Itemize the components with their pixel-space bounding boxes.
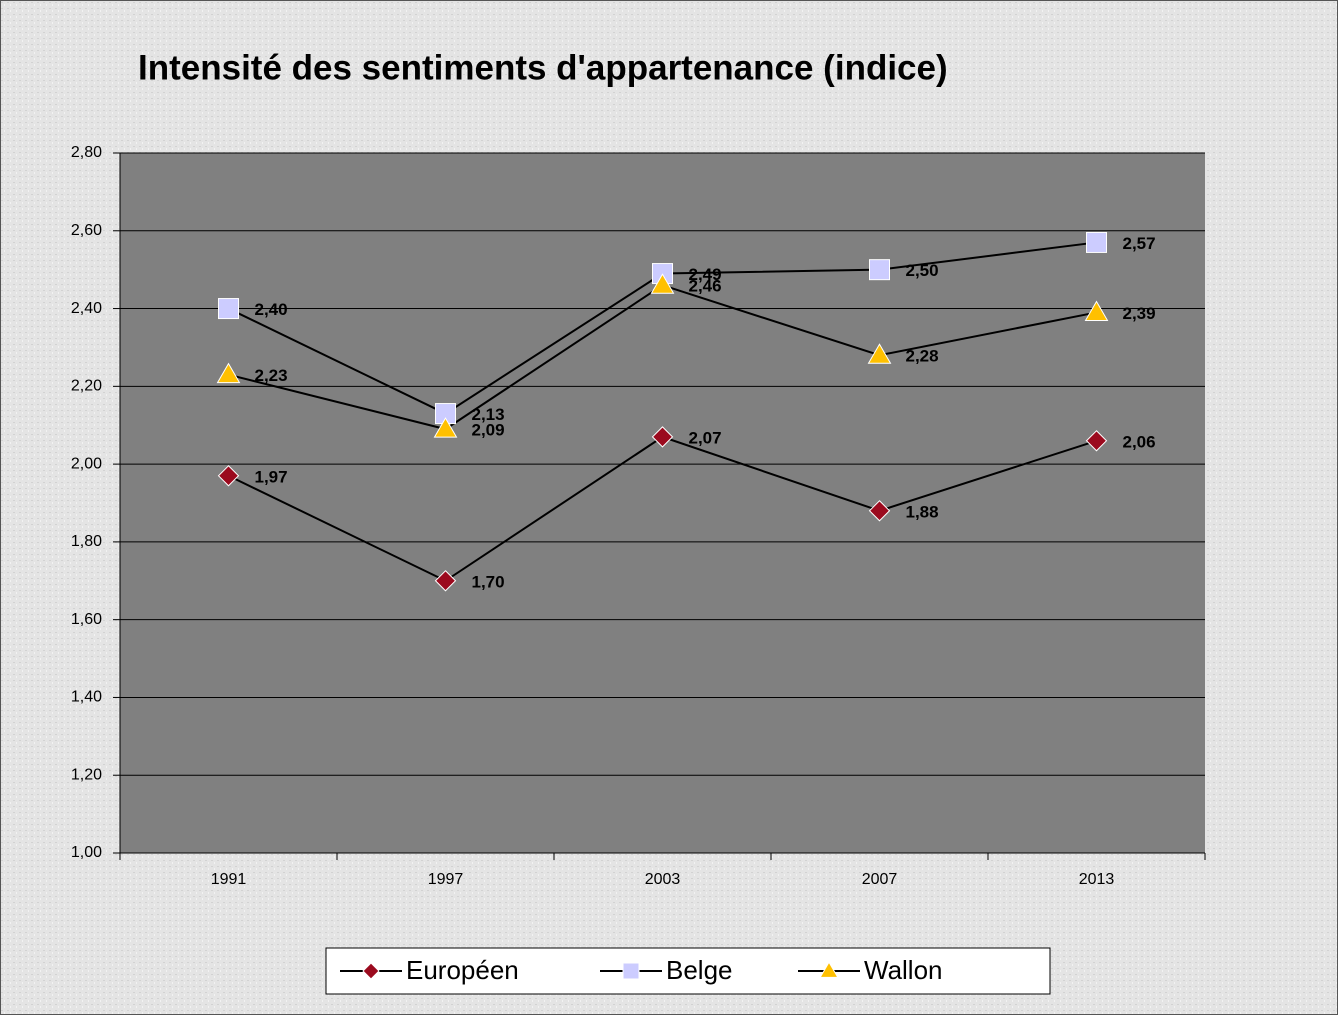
marker (869, 259, 890, 281)
data-label: 2,09 (472, 421, 505, 440)
data-label: 2,49 (689, 265, 722, 284)
marker (1084, 300, 1109, 321)
chart-title: Intensité des sentiments d'appartenance … (138, 48, 948, 87)
marker (622, 962, 640, 980)
y-tick-label: 2,60 (71, 222, 102, 239)
data-label: 2,07 (689, 428, 722, 447)
data-label: 2,39 (1123, 304, 1156, 323)
y-tick-label: 1,20 (71, 766, 102, 783)
y-tick-label: 1,40 (71, 689, 102, 706)
marker (868, 500, 891, 522)
legend-label: Wallon (864, 955, 943, 985)
data-label: 2,50 (906, 261, 939, 280)
marker (216, 362, 241, 384)
x-tick-label: 2013 (1079, 871, 1115, 888)
marker (1086, 231, 1107, 253)
x-tick-label: 2007 (862, 871, 898, 888)
marker (1085, 430, 1108, 452)
data-label: 1,97 (255, 467, 288, 486)
marker (434, 570, 457, 592)
data-label: 1,88 (906, 502, 939, 521)
y-tick-label: 2,40 (71, 300, 102, 317)
marker (650, 273, 675, 294)
y-tick-label: 2,20 (71, 378, 102, 395)
data-label: 2,46 (689, 277, 722, 296)
marker (651, 426, 674, 448)
data-label: 2,13 (472, 405, 505, 424)
data-label: 2,06 (1123, 432, 1156, 451)
data-label: 2,28 (906, 347, 939, 366)
x-tick-label: 2003 (645, 871, 681, 888)
marker (362, 962, 380, 980)
marker (867, 343, 892, 364)
legend-label: Belge (666, 955, 733, 985)
marker (819, 961, 839, 978)
legend-label: Européen (406, 955, 519, 985)
y-tick-label: 2,80 (71, 144, 102, 161)
y-tick-label: 1,60 (71, 611, 102, 628)
y-tick-label: 2,00 (71, 455, 102, 472)
marker (217, 465, 240, 487)
y-tick-label: 1,00 (71, 844, 102, 861)
data-label: 2,40 (255, 300, 288, 319)
data-label: 2,23 (255, 366, 288, 385)
x-tick-label: 1991 (211, 871, 247, 888)
data-label: 2,57 (1123, 234, 1156, 253)
x-tick-label: 1997 (428, 871, 464, 888)
y-tick-label: 1,80 (71, 533, 102, 550)
marker (433, 417, 458, 438)
legend (325, 947, 1051, 995)
marker (218, 298, 239, 320)
data-label: 1,70 (472, 572, 505, 591)
